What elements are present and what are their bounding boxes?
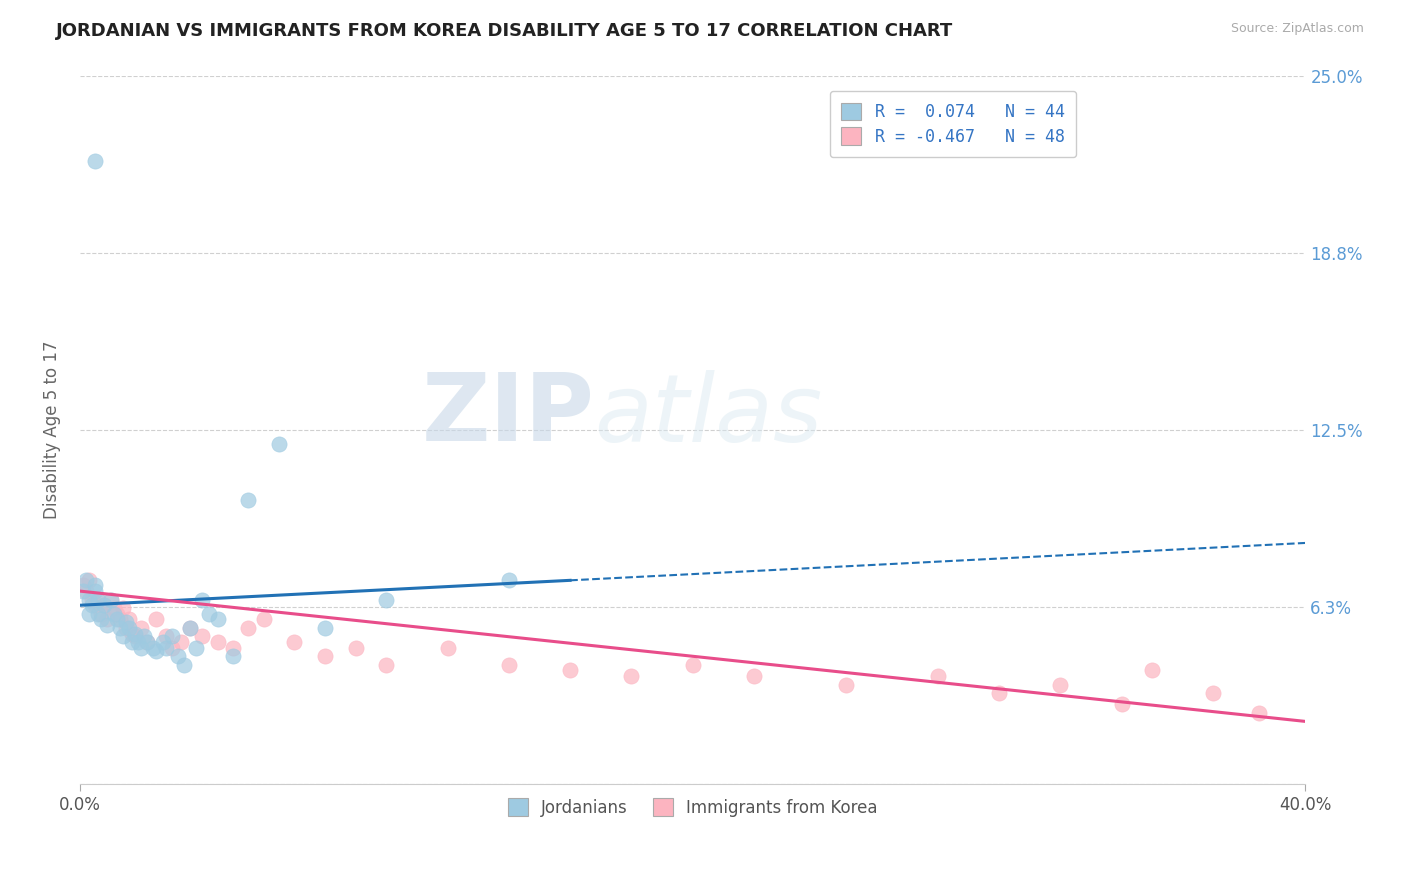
- Point: [114, 621, 136, 635]
- Point: [145, 612, 167, 626]
- Point: [179, 621, 201, 635]
- Point: [186, 640, 208, 655]
- Point: [498, 573, 520, 587]
- Point: [136, 635, 159, 649]
- Point: [222, 640, 245, 655]
- Point: [558, 664, 581, 678]
- Point: [75, 573, 97, 587]
- Point: [1249, 706, 1271, 720]
- Point: [1202, 686, 1225, 700]
- Point: [90, 612, 112, 626]
- Point: [620, 669, 643, 683]
- Point: [222, 649, 245, 664]
- Point: [77, 607, 100, 621]
- Point: [314, 649, 336, 664]
- Point: [100, 592, 122, 607]
- Point: [1111, 698, 1133, 712]
- Point: [87, 592, 110, 607]
- Point: [103, 601, 125, 615]
- Point: [72, 584, 94, 599]
- Text: ZIP: ZIP: [422, 369, 595, 461]
- Point: [82, 592, 104, 607]
- Point: [118, 621, 141, 635]
- Point: [121, 626, 143, 640]
- Point: [77, 573, 100, 587]
- Point: [136, 635, 159, 649]
- Point: [167, 649, 190, 664]
- Point: [375, 592, 398, 607]
- Point: [170, 635, 193, 649]
- Point: [436, 640, 458, 655]
- Point: [82, 599, 104, 613]
- Point: [238, 493, 260, 508]
- Point: [93, 599, 115, 613]
- Point: [742, 669, 765, 683]
- Point: [118, 612, 141, 626]
- Point: [142, 640, 165, 655]
- Text: Source: ZipAtlas.com: Source: ZipAtlas.com: [1230, 22, 1364, 36]
- Point: [111, 601, 134, 615]
- Point: [127, 635, 149, 649]
- Point: [191, 592, 214, 607]
- Point: [207, 612, 229, 626]
- Point: [173, 657, 195, 672]
- Point: [93, 599, 115, 613]
- Point: [145, 643, 167, 657]
- Point: [114, 615, 136, 630]
- Point: [134, 629, 156, 643]
- Point: [238, 621, 260, 635]
- Point: [253, 612, 276, 626]
- Point: [160, 640, 183, 655]
- Point: [191, 629, 214, 643]
- Point: [103, 607, 125, 621]
- Point: [375, 657, 398, 672]
- Point: [87, 607, 110, 621]
- Point: [498, 657, 520, 672]
- Point: [207, 635, 229, 649]
- Point: [124, 629, 146, 643]
- Point: [1140, 664, 1163, 678]
- Point: [160, 629, 183, 643]
- Point: [344, 640, 367, 655]
- Text: atlas: atlas: [595, 370, 823, 461]
- Point: [77, 592, 100, 607]
- Point: [87, 592, 110, 607]
- Point: [835, 677, 858, 691]
- Point: [111, 629, 134, 643]
- Point: [267, 437, 290, 451]
- Point: [108, 612, 131, 626]
- Point: [90, 607, 112, 621]
- Point: [129, 621, 152, 635]
- Point: [155, 640, 177, 655]
- Point: [96, 612, 118, 626]
- Text: JORDANIAN VS IMMIGRANTS FROM KOREA DISABILITY AGE 5 TO 17 CORRELATION CHART: JORDANIAN VS IMMIGRANTS FROM KOREA DISAB…: [56, 22, 953, 40]
- Point: [1049, 677, 1071, 691]
- Point: [96, 618, 118, 632]
- Point: [84, 584, 107, 599]
- Point: [197, 607, 219, 621]
- Point: [108, 621, 131, 635]
- Y-axis label: Disability Age 5 to 17: Disability Age 5 to 17: [44, 341, 60, 519]
- Point: [988, 686, 1011, 700]
- Legend: Jordanians, Immigrants from Korea: Jordanians, Immigrants from Korea: [499, 790, 886, 825]
- Point: [84, 153, 107, 168]
- Point: [105, 612, 128, 626]
- Point: [179, 621, 201, 635]
- Point: [75, 584, 97, 599]
- Point: [72, 578, 94, 592]
- Point: [84, 599, 107, 613]
- Point: [314, 621, 336, 635]
- Point: [100, 592, 122, 607]
- Point: [152, 635, 174, 649]
- Point: [927, 669, 949, 683]
- Point: [124, 626, 146, 640]
- Point: [129, 640, 152, 655]
- Point: [121, 635, 143, 649]
- Point: [283, 635, 305, 649]
- Point: [105, 607, 128, 621]
- Point: [682, 657, 704, 672]
- Point: [84, 578, 107, 592]
- Point: [155, 629, 177, 643]
